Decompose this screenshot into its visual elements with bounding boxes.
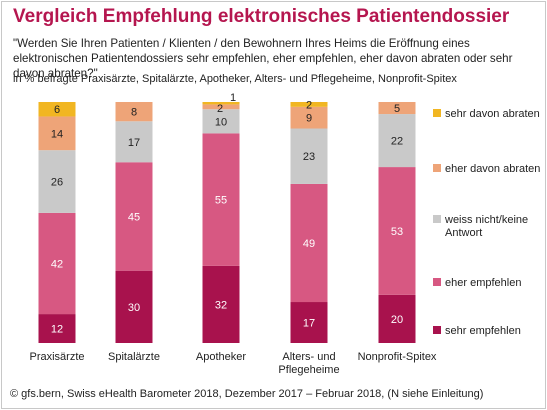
data-label-weiss-nicht-keine-antwort-spital-rzte: 17 [128,137,140,149]
legend-swatch-sehr-empfehlen [433,326,441,334]
bar-eher-davon-abraten-alters-und-pflegeheime [290,106,328,129]
data-label-sehr-davon-abraten-alters-und-pflegeheime: 2 [306,99,312,111]
data-label-weiss-nicht-keine-antwort-apotheker: 10 [215,116,227,128]
data-label-eher-davon-abraten-spital-rzte: 8 [131,107,137,119]
data-label-eher-davon-abraten-alters-und-pflegeheime: 9 [306,113,312,125]
bar-eher-empfehlen-praxis-rzte [38,212,76,315]
bar-eher-empfehlen-spital-rzte [115,162,153,271]
data-label-sehr-empfehlen-apotheker: 32 [215,299,227,311]
category-label-nonprofit-spitex: Nonprofit-Spitex [358,351,437,363]
data-label-sehr-empfehlen-nonprofit-spitex: 20 [391,314,403,326]
bar-sehr-davon-abraten-praxis-rzte [38,102,76,117]
legend-swatch-eher-davon-abraten [433,164,441,172]
data-label-eher-empfehlen-nonprofit-spitex: 53 [391,226,403,238]
category-label-alters-und-pflegeheime-line1: Alters- und [282,351,335,363]
data-label-sehr-davon-abraten-praxis-rzte: 6 [54,104,60,116]
bar-sehr-empfehlen-nonprofit-spitex [378,294,416,343]
category-label-apotheker: Apotheker [196,351,246,363]
bar-sehr-empfehlen-spital-rzte [115,270,153,343]
bar-sehr-empfehlen-apotheker [202,265,240,343]
data-label-weiss-nicht-keine-antwort-praxis-rzte: 26 [51,177,63,189]
bar-eher-davon-abraten-praxis-rzte [38,116,76,151]
data-label-sehr-empfehlen-spital-rzte: 30 [128,302,140,314]
data-label-sehr-empfehlen-alters-und-pflegeheime: 17 [303,318,315,330]
data-label-eher-davon-abraten-praxis-rzte: 14 [51,128,63,140]
source-footer: © gfs.bern, Swiss eHealth Barometer 2018… [10,388,484,400]
legend-label-eher-davon-abraten: eher davon abraten [445,163,540,175]
bar-weiss-nicht-keine-antwort-apotheker [202,109,240,134]
data-label-weiss-nicht-keine-antwort-alters-und-pflegeheime: 23 [303,151,315,163]
category-label-spital-rzte: Spitalärzte [108,351,160,363]
chart-title: Vergleich Empfehlung elektronisches Pati… [13,6,510,27]
data-label-eher-davon-abraten-apotheker: 2 [217,103,223,115]
legend-label-eher-empfehlen: eher empfehlen [445,277,521,289]
bar-weiss-nicht-keine-antwort-spital-rzte [115,121,153,163]
bar-sehr-davon-abraten-apotheker [202,102,240,105]
data-label-sehr-davon-abraten-apotheker: 1 [230,92,236,104]
bar-sehr-empfehlen-praxis-rzte [38,314,76,343]
bar-eher-empfehlen-nonprofit-spitex [378,167,416,295]
data-label-eher-empfehlen-alters-und-pflegeheime: 49 [303,238,315,250]
bar-eher-davon-abraten-nonprofit-spitex [378,102,416,115]
category-label-alters-und-pflegeheime-line2: Pflegeheime [278,364,339,376]
bar-weiss-nicht-keine-antwort-nonprofit-spitex [378,114,416,168]
legend-label-weiss-nicht-keine-antwort: weiss nicht/keine Antwort [444,214,528,239]
legend-swatch-eher-empfehlen [433,278,441,286]
bar-sehr-davon-abraten-alters-und-pflegeheime [290,102,328,107]
data-label-sehr-empfehlen-praxis-rzte: 12 [51,324,63,336]
data-label-eher-davon-abraten-nonprofit-spitex: 5 [394,103,400,115]
bar-eher-empfehlen-alters-und-pflegeheime [290,183,328,303]
legend-swatch-weiss-nicht-keine-antwort [433,215,441,223]
bar-weiss-nicht-keine-antwort-alters-und-pflegeheime [290,128,328,184]
survey-question: "Werden Sie Ihren Patienten / Klienten /… [13,37,513,80]
category-label-praxis-rzte: Praxisärzte [29,351,84,363]
legend-label-sehr-davon-abraten: sehr davon abraten [445,108,540,120]
data-label-weiss-nicht-keine-antwort-nonprofit-spitex: 22 [391,136,403,148]
chart-subtitle: in % befragte Praxisärzte, Spitalärzte, … [13,73,457,85]
bar-sehr-empfehlen-alters-und-pflegeheime [290,302,328,343]
data-label-eher-empfehlen-spital-rzte: 45 [128,211,140,223]
legend-swatch-sehr-davon-abraten [433,109,441,117]
legend-label-sehr-empfehlen: sehr empfehlen [445,325,521,337]
data-label-eher-empfehlen-apotheker: 55 [215,195,227,207]
bar-eher-davon-abraten-apotheker [202,104,240,110]
bar-eher-davon-abraten-spital-rzte [115,102,153,122]
bar-weiss-nicht-keine-antwort-praxis-rzte [38,150,76,213]
data-label-eher-empfehlen-praxis-rzte: 42 [51,258,63,270]
bar-eher-empfehlen-apotheker [202,133,240,266]
